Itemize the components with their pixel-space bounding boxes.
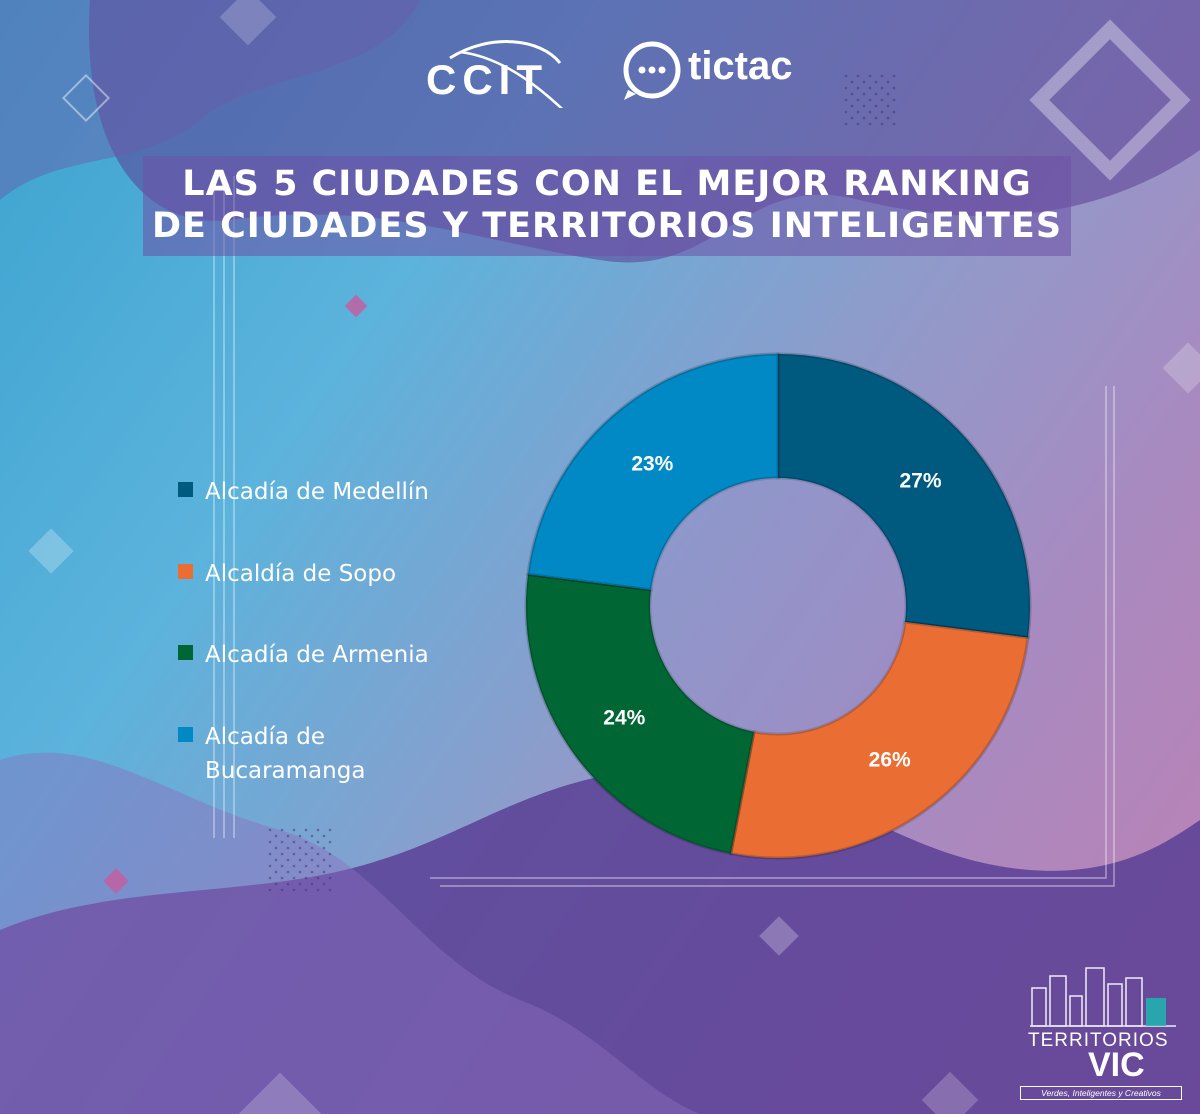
bottom-left-wave-shape: [0, 752, 700, 1114]
diamond-light-2: [1162, 342, 1200, 394]
legend-label: Alcadía de Armenia: [205, 642, 429, 668]
legend-swatch: [178, 482, 193, 497]
city-skyline-icon: [1030, 967, 1176, 1027]
donut-slice-4: [526, 352, 780, 592]
brand-line-2: VIC: [1088, 1046, 1145, 1084]
ccit-swoosh-icon: [449, 40, 564, 108]
ccit-logo: CCIT: [420, 38, 590, 108]
donut-slice-label-3: 24%: [603, 707, 645, 730]
frame-lines-right: [430, 386, 1115, 887]
donut-slice-label-1: 27%: [900, 469, 942, 492]
diamond-pink-2: [103, 868, 129, 894]
bottom-wave-shape: [0, 769, 1200, 1114]
donut-hole: [650, 478, 906, 734]
diamond-outline-left: [61, 73, 111, 123]
legend-label: Alcaldía de Sopo: [205, 561, 397, 587]
diamond-light-3: [759, 916, 799, 956]
frame-lines-left: [213, 176, 235, 838]
legend-swatch: [178, 727, 193, 742]
chat-bubble-icon: [623, 41, 681, 100]
logo-row: CCIT tictac: [0, 28, 1200, 108]
territorios-vic-logo: TERRITORIOS VIC Verdes, Inteligentes y C…: [1018, 958, 1188, 1108]
chart-title-line-1: LAS 5 CIUDADES CON EL MEJOR RANKING: [182, 164, 1032, 204]
top-left-wave-shape: [0, 0, 420, 200]
tictac-logo: tictac: [620, 34, 800, 108]
diamond-outline-right: [1029, 19, 1191, 181]
legend-swatch: [178, 564, 193, 579]
brand-tagline: Verdes, Inteligentes y Creativos: [1020, 1086, 1182, 1100]
tictac-logo-text: tictac: [688, 44, 793, 88]
legend-label: Alcadía de Bucaramanga: [205, 720, 505, 788]
chart-title-box: LAS 5 CIUDADES CON EL MEJOR RANKING DE C…: [143, 156, 1071, 256]
legend-swatch: [178, 645, 193, 660]
legend-label-line-1: Alcadía de: [205, 724, 326, 750]
legend-label-line-2: Bucaramanga: [205, 758, 366, 784]
donut-slice-1: [776, 352, 1032, 640]
donut-slice-2: [729, 620, 1030, 860]
dot-pattern: [268, 74, 896, 892]
donut-slice-label-2: 26%: [869, 749, 911, 772]
chart-title-line-2: DE CIUDADES Y TERRITORIOS INTELIGENTES: [151, 206, 1063, 246]
brand-line-1: TERRITORIOS: [1028, 1030, 1169, 1051]
diamond-pink-1: [344, 294, 368, 318]
legend-label: Alcadía de Medellín: [205, 479, 429, 505]
ccit-logo-text: CCIT: [426, 56, 548, 103]
donut-slice-3: [524, 572, 756, 856]
donut-slice-label-4: 23%: [631, 452, 673, 475]
diamond-light-5: [921, 1071, 979, 1114]
